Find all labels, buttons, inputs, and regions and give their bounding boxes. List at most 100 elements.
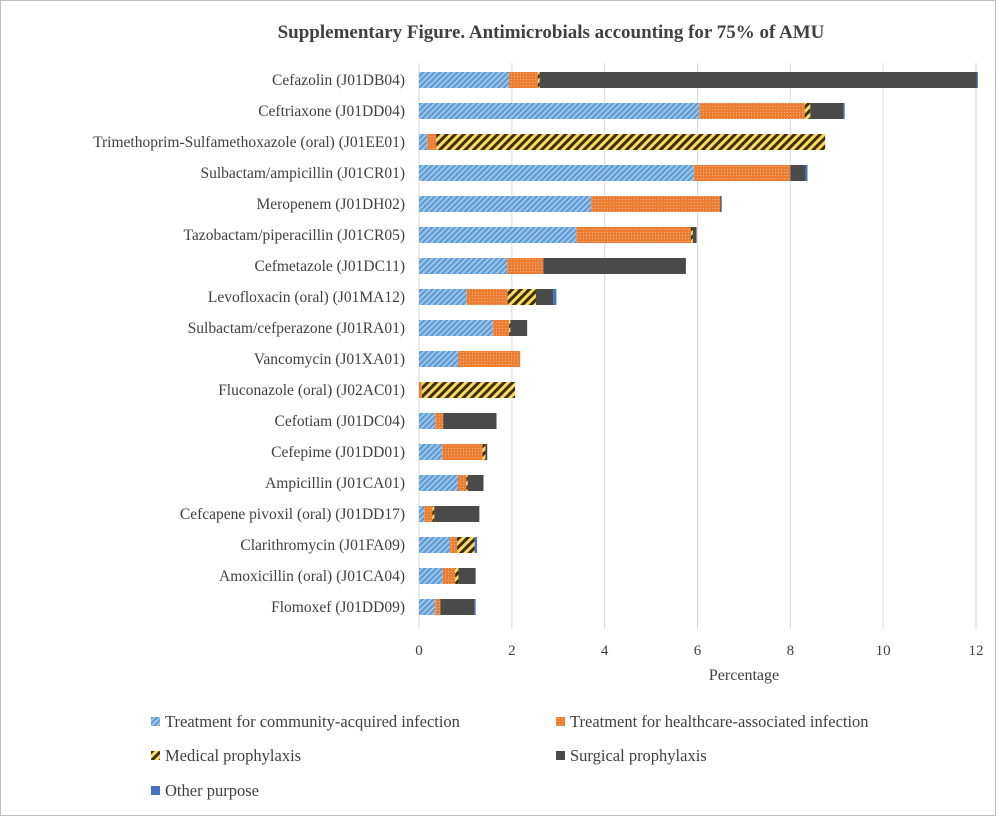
bar-segment	[720, 196, 722, 212]
category-label: Cefcapene pivoxil (oral) (J01DD17)	[180, 506, 405, 523]
bar-segment	[976, 72, 978, 88]
bar-segment	[419, 227, 577, 243]
bar-segment	[482, 444, 486, 460]
bar-segment	[435, 599, 441, 615]
legend-label: Treatment for community-acquired infecti…	[165, 712, 460, 731]
bar-segment	[419, 320, 493, 336]
bar-segment	[436, 134, 826, 150]
bar-segment	[810, 103, 844, 119]
bar-segment	[419, 444, 443, 460]
bar-segment	[458, 568, 476, 584]
x-tick-label: 12	[969, 643, 984, 659]
bar-segment	[457, 475, 467, 491]
x-tick-label: 4	[601, 643, 609, 659]
bar-segment	[419, 537, 451, 553]
x-tick-label: 2	[508, 643, 516, 659]
legend-swatch	[151, 786, 160, 795]
category-label: Ceftriaxone (J01DD04)	[258, 103, 405, 120]
bar-segment	[466, 289, 508, 305]
legend-swatch	[556, 751, 565, 760]
bar-segment	[466, 475, 468, 491]
category-label: Cefmetazole (J01DC11)	[254, 258, 405, 275]
bar-segment	[509, 320, 511, 336]
bar-segment	[485, 444, 488, 460]
x-tick-label: 0	[415, 643, 423, 659]
legend-swatch	[151, 751, 160, 760]
bar-segment	[535, 289, 554, 305]
bar-segment	[419, 413, 436, 429]
legend-label: Medical prophylaxis	[165, 746, 301, 765]
category-label: Levofloxacin (oral) (J01MA12)	[208, 289, 405, 306]
bar-segment	[419, 351, 459, 367]
bar-segment	[790, 165, 806, 181]
bar-segment	[474, 599, 476, 615]
bar-segment	[419, 599, 436, 615]
category-label: Flomoxef (J01DD09)	[271, 599, 405, 616]
x-axis-label: Percentage	[709, 667, 779, 684]
bar-segment	[419, 568, 443, 584]
legend-label: Treatment for healthcare-associated infe…	[570, 712, 869, 731]
bar-segment	[427, 134, 437, 150]
bar-segment	[543, 258, 686, 274]
bar-segment	[419, 382, 422, 398]
bar-segment	[691, 227, 693, 243]
category-label: Ampicillin (J01CA01)	[265, 475, 405, 492]
bar-segment	[424, 506, 433, 522]
bar-segment	[576, 227, 692, 243]
legend-swatch	[151, 717, 160, 726]
bar-segment	[455, 568, 459, 584]
legend-swatch	[556, 717, 565, 726]
bar-segment	[509, 72, 538, 88]
bar-segment	[539, 72, 977, 88]
bar-segment	[419, 506, 425, 522]
bar-segment	[804, 103, 811, 119]
bar-segment	[419, 103, 700, 119]
legend-label: Other purpose	[165, 781, 259, 800]
bar-segment	[699, 103, 805, 119]
bar-segment	[419, 196, 592, 212]
bar-segment	[443, 413, 497, 429]
bar-segment	[419, 475, 458, 491]
bar-segment	[435, 413, 444, 429]
category-label: Sulbactam/cefperazone (J01RA01)	[188, 320, 405, 337]
category-label: Fluconazole (oral) (J02AC01)	[218, 382, 405, 399]
x-tick-label: 8	[787, 643, 795, 659]
chart-title: Supplementary Figure. Antimicrobials acc…	[278, 22, 825, 43]
bar-segment	[421, 382, 516, 398]
bar-segment	[442, 568, 456, 584]
x-tick-label: 10	[876, 643, 891, 659]
category-label: Amoxicillin (oral) (J01CA04)	[219, 568, 405, 585]
x-tick-label: 6	[694, 643, 702, 659]
bar-segment	[434, 506, 480, 522]
bar-segment	[457, 537, 475, 553]
category-label: Meropenem (J01DH02)	[256, 196, 405, 213]
category-label: Cefepime (J01DD01)	[271, 444, 405, 461]
category-label: Cefotiam (J01DC04)	[275, 413, 405, 430]
category-label: Cefazolin (J01DB04)	[272, 72, 405, 89]
category-label: Sulbactam/ampicillin (J01CR01)	[201, 165, 406, 182]
bar-segment	[419, 134, 428, 150]
bar-segment	[450, 537, 458, 553]
bar-segment	[432, 506, 435, 522]
bar-segment	[805, 165, 808, 181]
bar-segment	[692, 227, 697, 243]
category-label: Vancomycin (J01XA01)	[254, 351, 405, 368]
bar-segment	[510, 320, 528, 336]
bar-segment	[419, 165, 694, 181]
category-label: Tazobactam/piperacillin (J01CR05)	[184, 227, 405, 244]
bar-segment	[467, 475, 484, 491]
bar-segment	[492, 320, 510, 336]
bar-segment	[442, 444, 483, 460]
bar-segment	[537, 72, 540, 88]
bar-segment	[458, 351, 521, 367]
category-label: Clarithromycin (J01FA09)	[240, 537, 405, 554]
bar-segment	[419, 258, 508, 274]
bar-segment	[419, 289, 467, 305]
bar-segment	[693, 165, 791, 181]
bar-segment	[507, 258, 544, 274]
category-label: Trimethoprim-Sulfamethoxazole (oral) (J0…	[93, 134, 405, 151]
bar-segment	[507, 289, 536, 305]
bar-segment	[843, 103, 845, 119]
